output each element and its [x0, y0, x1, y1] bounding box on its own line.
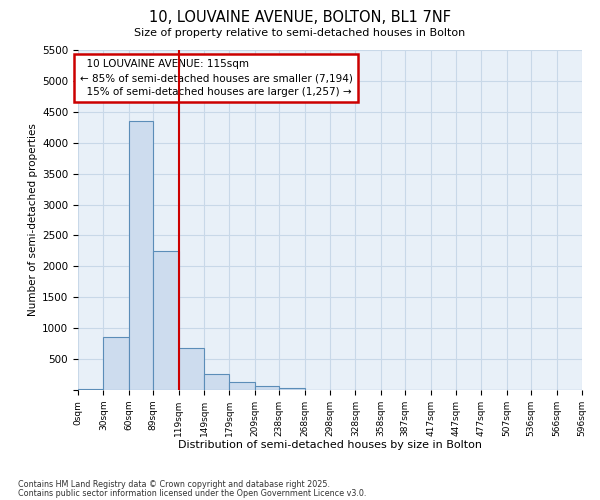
- Bar: [153, 251, 179, 390]
- Bar: [204, 374, 229, 390]
- Text: 10, LOUVAINE AVENUE, BOLTON, BL1 7NF: 10, LOUVAINE AVENUE, BOLTON, BL1 7NF: [149, 10, 451, 25]
- Bar: [78, 389, 103, 390]
- Bar: [129, 121, 153, 390]
- X-axis label: Distribution of semi-detached houses by size in Bolton: Distribution of semi-detached houses by …: [178, 440, 482, 450]
- Text: Contains public sector information licensed under the Open Government Licence v3: Contains public sector information licen…: [18, 488, 367, 498]
- Bar: [103, 338, 129, 390]
- Bar: [179, 348, 204, 390]
- Bar: [255, 386, 279, 390]
- Text: 10 LOUVAINE AVENUE: 115sqm
← 85% of semi-detached houses are smaller (7,194)
  1: 10 LOUVAINE AVENUE: 115sqm ← 85% of semi…: [80, 60, 353, 98]
- Bar: [279, 388, 305, 390]
- Y-axis label: Number of semi-detached properties: Number of semi-detached properties: [28, 124, 38, 316]
- Text: Size of property relative to semi-detached houses in Bolton: Size of property relative to semi-detach…: [134, 28, 466, 38]
- Text: Contains HM Land Registry data © Crown copyright and database right 2025.: Contains HM Land Registry data © Crown c…: [18, 480, 330, 489]
- Bar: [229, 382, 255, 390]
